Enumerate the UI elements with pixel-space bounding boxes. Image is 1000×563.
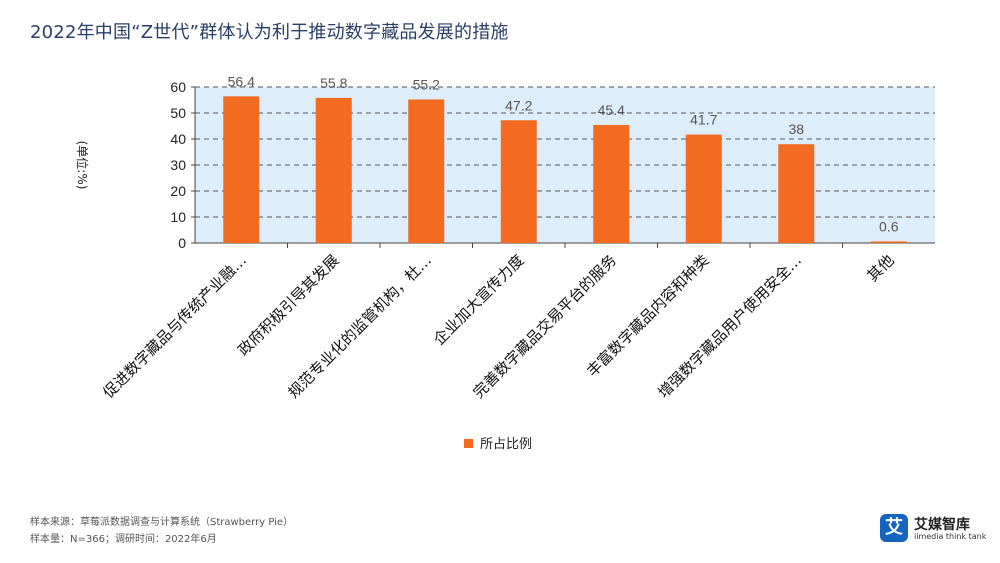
y-tick-label: 20 xyxy=(170,183,186,199)
bar xyxy=(593,124,630,243)
x-tick-label: 其他 xyxy=(864,251,898,285)
bar xyxy=(315,97,352,243)
data-label: 55.8 xyxy=(320,75,347,91)
bar xyxy=(870,241,907,243)
sample-footnote: 样本量：N=366；调研时间：2022年6月 xyxy=(30,534,217,545)
brand-name: 艾媒智库 xyxy=(914,517,970,533)
brand-subtitle: iimedia think tank xyxy=(914,532,987,541)
bar xyxy=(500,120,537,243)
brand-mark-icon: 艾 xyxy=(880,514,908,542)
y-axis-label: (单位:%) xyxy=(75,141,90,190)
legend-label: 所占比例 xyxy=(480,437,532,452)
x-tick-label: 促进数字藏品与传统产业融… xyxy=(99,251,250,402)
y-tick-label: 50 xyxy=(170,105,186,121)
brand-logo: 艾 艾媒智库 iimedia think tank xyxy=(880,514,990,544)
data-label: 45.4 xyxy=(598,102,625,118)
data-label: 41.7 xyxy=(690,112,717,128)
y-tick-label: 10 xyxy=(170,209,186,225)
y-tick-label: 30 xyxy=(170,157,186,173)
bar-chart: 0 10 20 30 40 50 60 (单位:%) 56.4 促进数字藏品与传统产业融… 55.8… xyxy=(75,73,935,452)
y-tick-label: 0 xyxy=(178,235,186,251)
bar xyxy=(408,99,445,243)
bar xyxy=(223,96,260,243)
data-label: 56.4 xyxy=(228,73,255,89)
legend-swatch xyxy=(464,439,473,448)
data-label: 38 xyxy=(788,121,804,137)
y-tick-label: 40 xyxy=(170,131,186,147)
data-label: 0.6 xyxy=(879,218,899,234)
data-label: 55.2 xyxy=(413,76,440,92)
chart-title: 2022年中国“Z世代”群体认为利于推动数字藏品发展的措施 xyxy=(30,22,509,43)
x-tick-label: 政府积极引导其发展 xyxy=(234,251,342,359)
y-tick-label: 60 xyxy=(170,79,186,95)
source-footnote: 样本来源：草莓派数据调查与计算系统（Strawberry Pie） xyxy=(30,517,294,528)
data-label: 47.2 xyxy=(505,97,532,113)
bar xyxy=(685,134,722,243)
x-tick-label: 企业加大宣传力度 xyxy=(430,251,528,349)
bar xyxy=(778,144,815,243)
